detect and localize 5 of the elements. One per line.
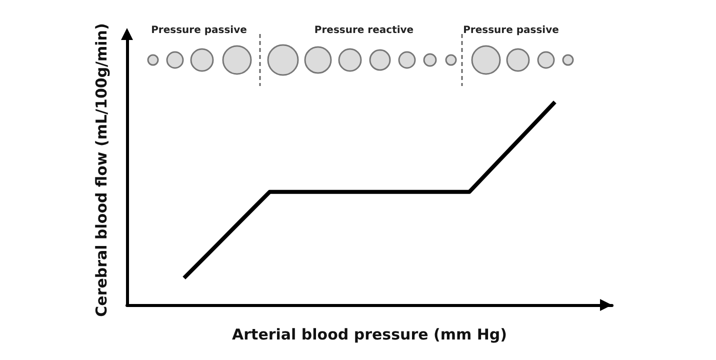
text: Pressure reactive <box>314 25 414 36</box>
text: Pressure passive <box>151 25 247 36</box>
text: Pressure passive <box>463 25 559 36</box>
y-axis-title: Cerebral blood flow (mL/100g/min) <box>92 23 110 317</box>
x-axis-title: Arterial blood pressure (mm Hg) <box>232 326 507 344</box>
